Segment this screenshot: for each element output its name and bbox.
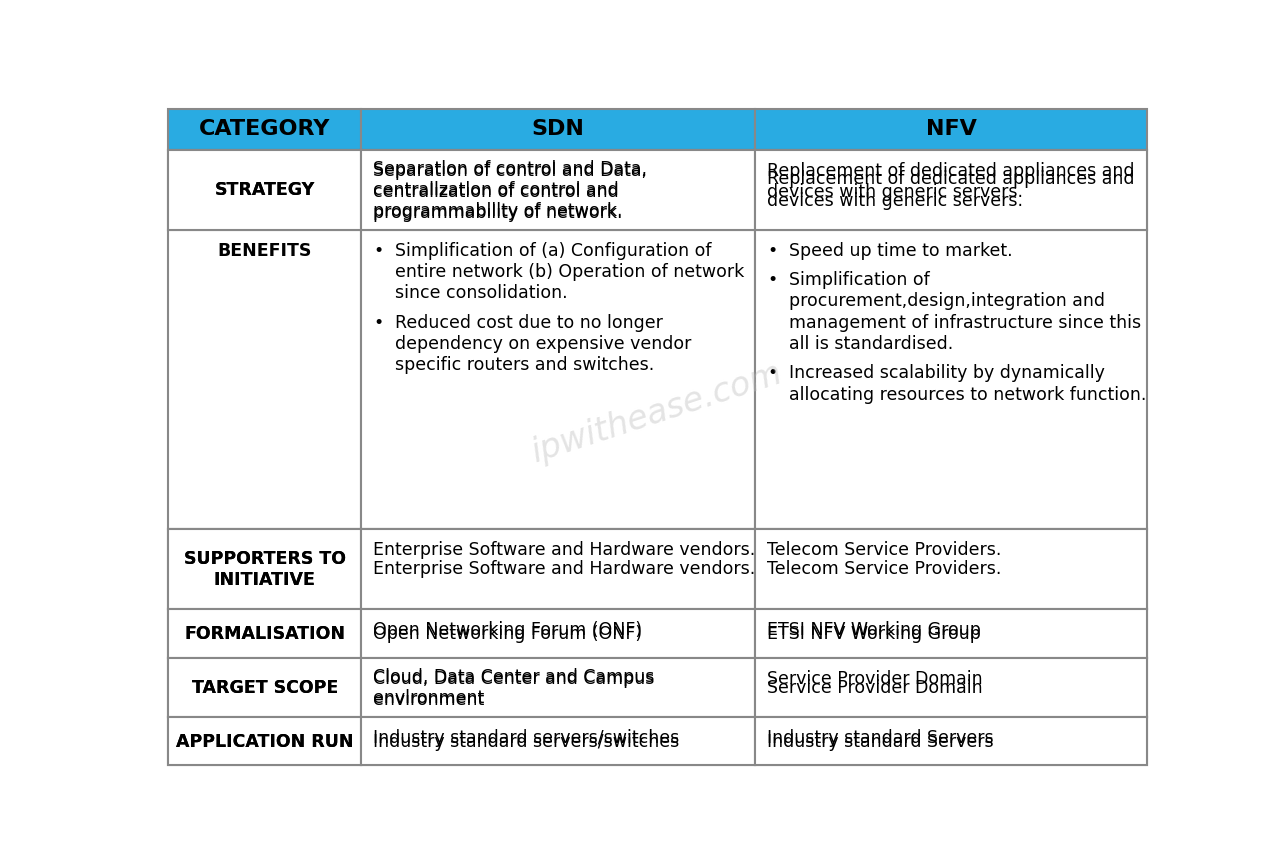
Bar [168, 609, 361, 657]
Bar [361, 609, 756, 657]
Bar [756, 529, 1147, 609]
Bar [168, 717, 361, 766]
Bar [168, 229, 361, 529]
Text: Service Provider Domain: Service Provider Domain [767, 669, 983, 688]
Text: Separation of control and Data,: Separation of control and Data, [373, 162, 647, 179]
Text: dependency on expensive vendor: dependency on expensive vendor [395, 335, 692, 353]
Text: Speed up time to market.: Speed up time to market. [789, 242, 1012, 260]
Text: entire network (b) Operation of network: entire network (b) Operation of network [395, 263, 744, 281]
Text: procurement,design,integration and: procurement,design,integration and [789, 293, 1105, 310]
Bar [361, 657, 756, 717]
Bar [361, 150, 756, 229]
Bar [168, 529, 361, 609]
Text: SUPPORTERS TO: SUPPORTERS TO [183, 550, 345, 567]
Text: STRATEGY: STRATEGY [214, 181, 314, 199]
Text: •: • [767, 242, 777, 260]
Text: Industry standard servers/switches: Industry standard servers/switches [373, 728, 679, 746]
Bar [361, 229, 756, 529]
Bar [361, 150, 756, 229]
Text: •: • [373, 313, 384, 332]
Bar [168, 150, 361, 229]
Text: all is standardised.: all is standardised. [789, 335, 953, 353]
Bar [361, 529, 756, 609]
Text: since consolidation.: since consolidation. [395, 284, 567, 302]
Text: programmability of network.: programmability of network. [373, 203, 622, 221]
Text: ETSI NFV Working Group: ETSI NFV Working Group [767, 624, 981, 643]
Text: specific routers and switches.: specific routers and switches. [395, 356, 654, 374]
Text: INITIATIVE: INITIATIVE [214, 571, 316, 589]
Bar [756, 609, 1147, 657]
Text: TARGET SCOPE: TARGET SCOPE [191, 679, 337, 696]
Text: programmability of network.: programmability of network. [373, 204, 622, 223]
Text: •: • [767, 271, 777, 289]
Bar [361, 657, 756, 717]
Text: •: • [373, 242, 384, 260]
Text: SDN: SDN [531, 120, 585, 139]
Text: centralization of control and: centralization of control and [373, 181, 618, 199]
Bar [361, 109, 756, 150]
Text: INITIATIVE: INITIATIVE [214, 571, 316, 589]
Bar [168, 529, 361, 609]
Text: Enterprise Software and Hardware vendors.: Enterprise Software and Hardware vendors… [373, 541, 756, 559]
Text: Industry standard servers/switches: Industry standard servers/switches [373, 733, 679, 751]
Bar [756, 657, 1147, 717]
Text: BENEFITS: BENEFITS [218, 242, 312, 260]
Text: STRATEGY: STRATEGY [214, 181, 314, 199]
Text: environment: environment [373, 689, 484, 708]
Text: APPLICATION RUN: APPLICATION RUN [176, 733, 353, 751]
Text: devices with generic servers.: devices with generic servers. [767, 191, 1024, 210]
Text: Enterprise Software and Hardware vendors.: Enterprise Software and Hardware vendors… [373, 560, 756, 578]
Text: Simplification of: Simplification of [789, 271, 930, 289]
Bar [756, 529, 1147, 609]
Text: Cloud, Data Center and Campus: Cloud, Data Center and Campus [373, 669, 654, 688]
Text: ipwithease.com: ipwithease.com [527, 357, 788, 469]
Text: Service Provider Domain: Service Provider Domain [767, 679, 983, 696]
Bar [168, 109, 361, 150]
Bar [756, 229, 1147, 529]
Text: CATEGORY: CATEGORY [199, 120, 331, 139]
Text: FORMALISATION: FORMALISATION [185, 624, 345, 643]
Text: Telecom Service Providers.: Telecom Service Providers. [767, 541, 1002, 559]
Bar [361, 529, 756, 609]
Text: Increased scalability by dynamically: Increased scalability by dynamically [789, 365, 1105, 382]
Text: ETSI NFV Working Group: ETSI NFV Working Group [767, 621, 981, 639]
Text: Separation of control and Data,: Separation of control and Data, [373, 159, 647, 178]
Bar [168, 609, 361, 657]
Text: management of infrastructure since this: management of infrastructure since this [789, 313, 1142, 332]
Text: centralization of control and: centralization of control and [373, 183, 618, 201]
Text: Cloud, Data Center and Campus: Cloud, Data Center and Campus [373, 668, 654, 686]
Text: Simplification of (a) Configuration of: Simplification of (a) Configuration of [395, 242, 711, 260]
Text: Telecom Service Providers.: Telecom Service Providers. [767, 560, 1002, 578]
Text: devices with generic servers.: devices with generic servers. [767, 183, 1024, 201]
Text: Open Networking Forum (ONF): Open Networking Forum (ONF) [373, 624, 642, 643]
Text: Replacement of dedicated appliances and: Replacement of dedicated appliances and [767, 171, 1134, 189]
Bar [168, 657, 361, 717]
Bar [756, 150, 1147, 229]
Bar [756, 657, 1147, 717]
Bar [756, 717, 1147, 766]
Text: Open Networking Forum (ONF): Open Networking Forum (ONF) [373, 621, 642, 639]
Text: Industry standard Servers: Industry standard Servers [767, 733, 994, 751]
Text: allocating resources to network function.: allocating resources to network function… [789, 385, 1147, 404]
Bar [756, 150, 1147, 229]
Bar [361, 717, 756, 766]
Text: Reduced cost due to no longer: Reduced cost due to no longer [395, 313, 663, 332]
Bar [168, 657, 361, 717]
Text: Replacement of dedicated appliances and: Replacement of dedicated appliances and [767, 162, 1134, 179]
Text: NFV: NFV [925, 120, 976, 139]
Text: SUPPORTERS TO: SUPPORTERS TO [183, 550, 345, 567]
Text: APPLICATION RUN: APPLICATION RUN [176, 733, 353, 751]
Text: Industry standard Servers: Industry standard Servers [767, 728, 994, 746]
Text: •: • [767, 365, 777, 382]
Bar [756, 109, 1147, 150]
Bar [361, 717, 756, 766]
Bar [756, 717, 1147, 766]
Text: FORMALISATION: FORMALISATION [185, 624, 345, 643]
Bar [756, 609, 1147, 657]
Bar [361, 609, 756, 657]
Bar [168, 150, 361, 229]
Text: TARGET SCOPE: TARGET SCOPE [191, 679, 337, 696]
Text: environment: environment [373, 691, 484, 709]
Bar [168, 717, 361, 766]
